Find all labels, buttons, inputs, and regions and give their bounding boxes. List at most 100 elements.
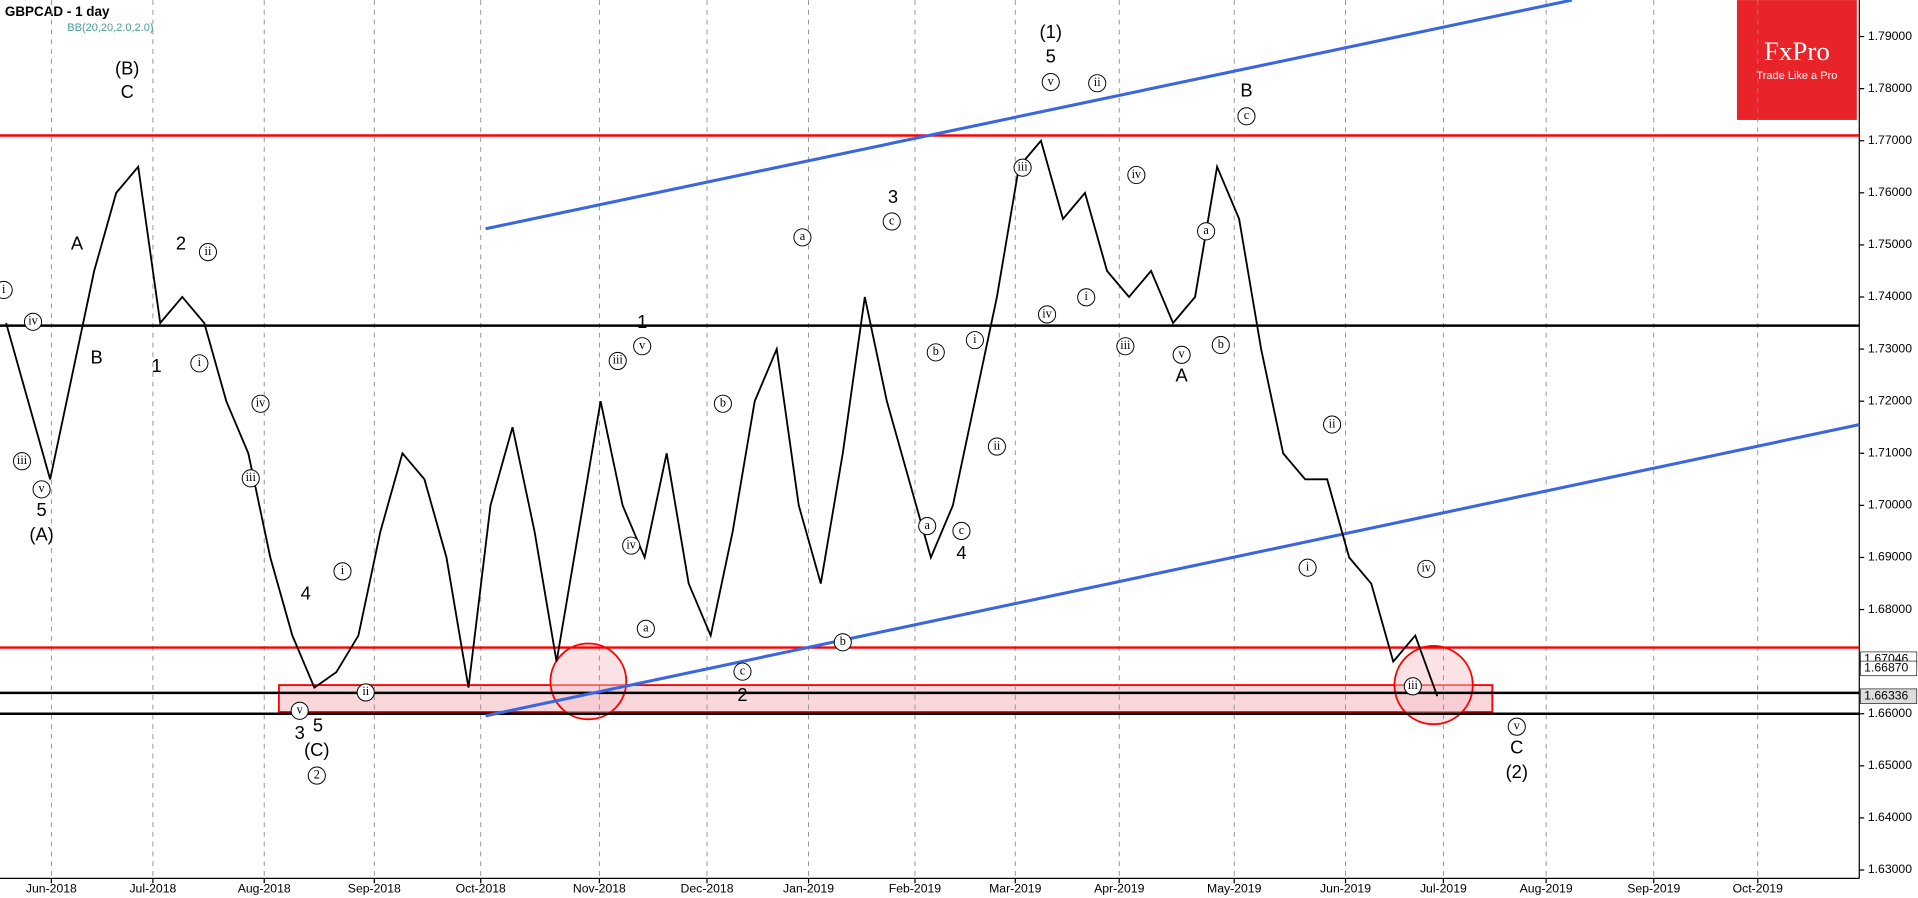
indicator-label: BB(20,20,2.0,2.0) [67,22,153,34]
wave-label: A [1176,365,1189,386]
x-tick-label: Mar-2019 [989,882,1041,896]
wave-mark: iv [626,537,636,551]
wave-label: (C) [304,739,329,760]
wave-mark: c [740,663,746,677]
wave-circle [0,280,13,300]
wave-circle [1038,305,1057,324]
x-tick-label: May-2019 [1207,882,1262,896]
y-tick-label: 1.73000 [1868,341,1912,355]
wave-mark: iv [1042,306,1052,320]
wave-circle [12,452,32,471]
wave-circle [251,394,270,413]
wave-mark: v [1179,347,1186,361]
wave-circle [987,437,1006,456]
y-tick-label: 1.74000 [1868,289,1912,303]
wave-circle [198,243,217,262]
x-tick-label: Aug-2019 [1520,882,1573,896]
wave-circle [793,228,812,247]
wave-circle [965,331,984,350]
wave-label: B [91,346,103,367]
wave-circle [608,351,627,370]
wave-circle [32,480,51,499]
wave-circle [1197,222,1216,241]
wave-mark: b [840,634,846,648]
wave-mark: v [1514,718,1521,732]
wave-mark: v [39,481,46,495]
y-tick-label: 1.79000 [1868,29,1912,43]
wave-mark: iv [256,396,266,410]
wave-label: 1 [637,311,647,332]
wave-mark: c [889,213,895,227]
wave-circle [833,633,852,652]
wave-mark: iii [17,453,28,467]
wave-mark: ii [205,244,212,258]
wave-label: 5 [313,715,323,736]
x-tick-label: Feb-2019 [889,882,942,896]
y-tick-label: 1.71000 [1868,446,1912,460]
wave-mark: v [639,338,646,352]
y-tick-label: 1.66000 [1868,706,1912,720]
wave-circle [952,521,971,541]
wave-mark: a [924,518,930,532]
wave-mark: ii [1094,75,1101,89]
wave-mark: a [800,229,806,243]
wave-label: 2 [737,684,747,705]
slogan: Trade Like a Pro [1756,70,1837,82]
x-tick-label: Dec-2018 [681,882,734,896]
price-tag [1860,688,1918,704]
price-line [5,138,1439,697]
wave-circle [633,337,652,356]
y-tick-label: 1.78000 [1868,81,1912,95]
chart-title: GBPCAD - 1 day [5,4,110,19]
wave-mark: ii [362,684,369,698]
x-tick-label: Aug-2018 [238,882,291,896]
wave-circle [733,662,752,681]
wave-label: 3 [295,722,305,743]
wave-mark: i [341,563,345,577]
wave-label: (2) [1506,761,1528,782]
wave-circle [622,536,641,555]
wave-label: B [1240,80,1252,101]
wave-mark: iii [246,470,257,484]
wave-circle [1041,72,1060,92]
wave-circle [1403,677,1422,696]
x-tick-label: Sep-2019 [1627,882,1680,896]
wave-mark: i [198,355,202,369]
x-tick-label: Jun-2018 [26,882,77,896]
wave-circle [918,517,937,536]
wave-label: 4 [301,582,311,603]
y-tick-label: 1.64000 [1868,810,1912,824]
wave-circle [1323,415,1342,434]
wave-circle [1077,288,1096,307]
wave-label: 5 [36,499,46,520]
logo-box [1736,0,1857,120]
wave-circle [1211,335,1230,355]
wave-label: C [121,81,134,102]
wave-mark: v [297,703,304,717]
wave-mark: b [1218,337,1224,351]
wave-circle [1507,717,1526,736]
wave-mark: a [643,621,649,635]
y-tick-label: 1.72000 [1868,393,1912,407]
wave-label: C [1510,737,1523,758]
wave-label: 5 [1046,45,1056,66]
wave-circle [1172,345,1191,364]
x-tick-label: Jul-2019 [1420,882,1467,896]
y-tick-label: 1.76000 [1868,185,1912,199]
y-tick-label: 1.63000 [1868,862,1912,876]
wave-label: 4 [956,542,966,563]
wave-circle [1417,559,1436,578]
y-tick-label: 1.68000 [1868,602,1912,616]
wave-label: A [71,233,84,254]
wave-label: (B) [115,58,139,79]
wave-mark: c [1244,108,1250,122]
wave-mark: i [973,332,977,346]
wave-circle [882,212,901,231]
wave-circle [1116,337,1135,356]
wave-mark: 2 [314,767,320,781]
wave-mark: iii [1408,678,1419,692]
wave-circle [307,766,326,785]
wave-mark: c [959,523,965,537]
